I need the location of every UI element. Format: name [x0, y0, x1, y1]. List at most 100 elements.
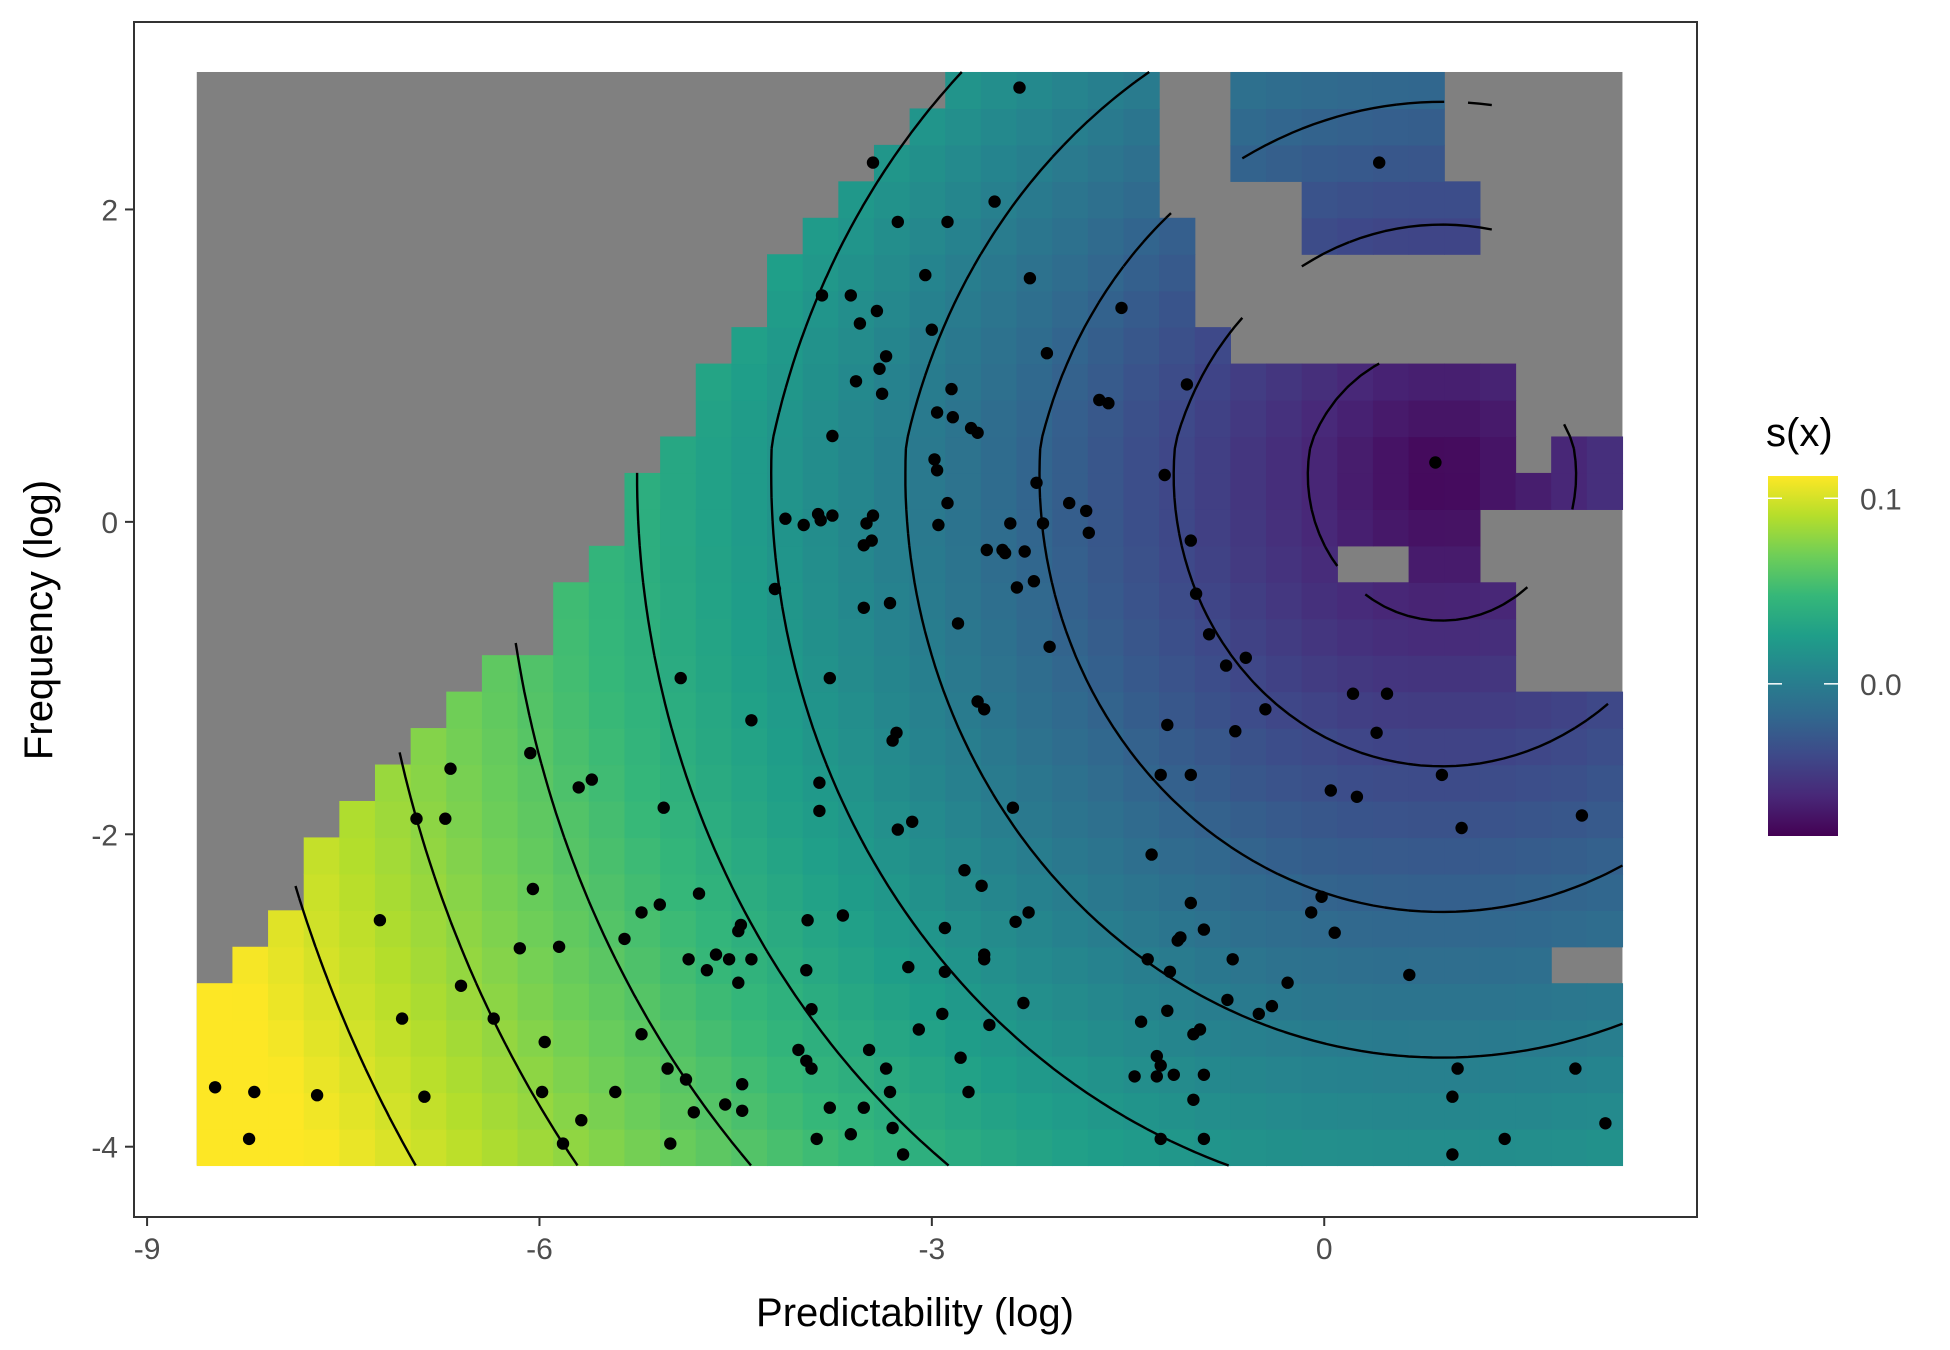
data-point [930, 406, 944, 419]
data-point [983, 1018, 996, 1032]
data-point [1324, 784, 1338, 797]
data-point [801, 914, 814, 927]
contour-line [1306, 362, 1578, 622]
data-point [1030, 476, 1043, 489]
data-point [1174, 931, 1187, 944]
data-point [661, 1062, 674, 1075]
data-point [971, 426, 984, 439]
data-point [575, 1114, 588, 1127]
data-point [1569, 1062, 1582, 1075]
data-point [732, 976, 745, 989]
data-point [1219, 659, 1233, 672]
data-point [1102, 397, 1115, 410]
data-point [692, 887, 706, 900]
data-point [879, 1062, 893, 1075]
y-tick-label: 2 [101, 194, 118, 227]
contour-line [1038, 100, 1623, 914]
data-point [1350, 790, 1364, 803]
data-point [618, 932, 631, 946]
data-point [988, 195, 1001, 208]
data-point [679, 1073, 693, 1086]
data-point [1435, 768, 1449, 782]
y-axis: -4 -2 0 2 [91, 194, 134, 1165]
data-point [310, 1089, 324, 1102]
x-tick-label: 0 [1316, 1233, 1333, 1266]
data-point [978, 703, 991, 716]
data-point [538, 1035, 551, 1049]
data-point [736, 1078, 749, 1091]
data-point [745, 953, 758, 966]
data-point [879, 350, 893, 363]
colorbar-legend: s(x) 0.0 0.1 [1766, 411, 1902, 836]
data-point [1063, 496, 1076, 510]
data-point [1265, 999, 1279, 1013]
data-point [768, 582, 782, 596]
contour-line [294, 885, 417, 1167]
data-point [891, 215, 904, 229]
data-point [1498, 1132, 1511, 1146]
data-point [1017, 996, 1030, 1010]
data-point [526, 882, 540, 896]
data-point [958, 864, 971, 877]
data-point [902, 960, 915, 974]
data-point [896, 1148, 910, 1161]
data-point [1009, 915, 1022, 928]
data-point [1161, 718, 1174, 732]
data-point [1370, 726, 1383, 739]
data-point [919, 268, 932, 282]
data-point [1180, 378, 1194, 391]
data-point [810, 1132, 823, 1146]
contour-line [770, 71, 1230, 1167]
data-point [1128, 1070, 1141, 1083]
data-point [248, 1085, 261, 1099]
data-point [1167, 1068, 1181, 1082]
data-point [1043, 640, 1056, 653]
data-point [745, 714, 758, 727]
data-point [1575, 809, 1589, 822]
data-point [1018, 545, 1031, 558]
data-point [1154, 1059, 1167, 1072]
data-point [687, 1106, 700, 1119]
data-point [709, 948, 723, 961]
data-point [418, 1090, 431, 1103]
data-point [719, 1098, 732, 1111]
x-axis-title: Predictability (log) [756, 1291, 1074, 1335]
y-tick-label: 0 [101, 507, 118, 540]
data-point [857, 1101, 870, 1114]
data-point [813, 804, 826, 818]
heatmap [196, 71, 1624, 1167]
data-point [609, 1085, 622, 1099]
data-point [946, 411, 959, 424]
colorbar-tick-label: 0.1 [1860, 483, 1902, 516]
data-point [674, 671, 687, 685]
data-point [978, 953, 991, 966]
data-point [945, 382, 958, 396]
data-point [1150, 1049, 1164, 1063]
contour-line [635, 472, 950, 1167]
data-point [779, 512, 792, 525]
data-point [998, 546, 1012, 560]
data-point [535, 1085, 549, 1099]
data-point [951, 617, 965, 630]
data-point [487, 1012, 500, 1025]
data-point [866, 156, 880, 169]
x-tick-label: -9 [134, 1233, 161, 1266]
data-point [1163, 965, 1177, 978]
data-point [454, 979, 468, 992]
data-point [844, 1128, 857, 1141]
data-point [1429, 456, 1442, 469]
data-point [938, 965, 952, 978]
data-point [736, 1104, 749, 1118]
data-point [1451, 1062, 1464, 1075]
data-point [865, 534, 878, 547]
plot-border [133, 21, 1698, 1218]
data-point [1040, 347, 1054, 360]
colorbar-tick-label: 0.0 [1860, 669, 1902, 702]
data-point [826, 429, 839, 443]
data-point [1154, 768, 1167, 782]
data-point [1022, 906, 1035, 919]
data-point [1158, 468, 1171, 482]
data-point [813, 776, 826, 789]
data-point [1150, 1070, 1164, 1083]
